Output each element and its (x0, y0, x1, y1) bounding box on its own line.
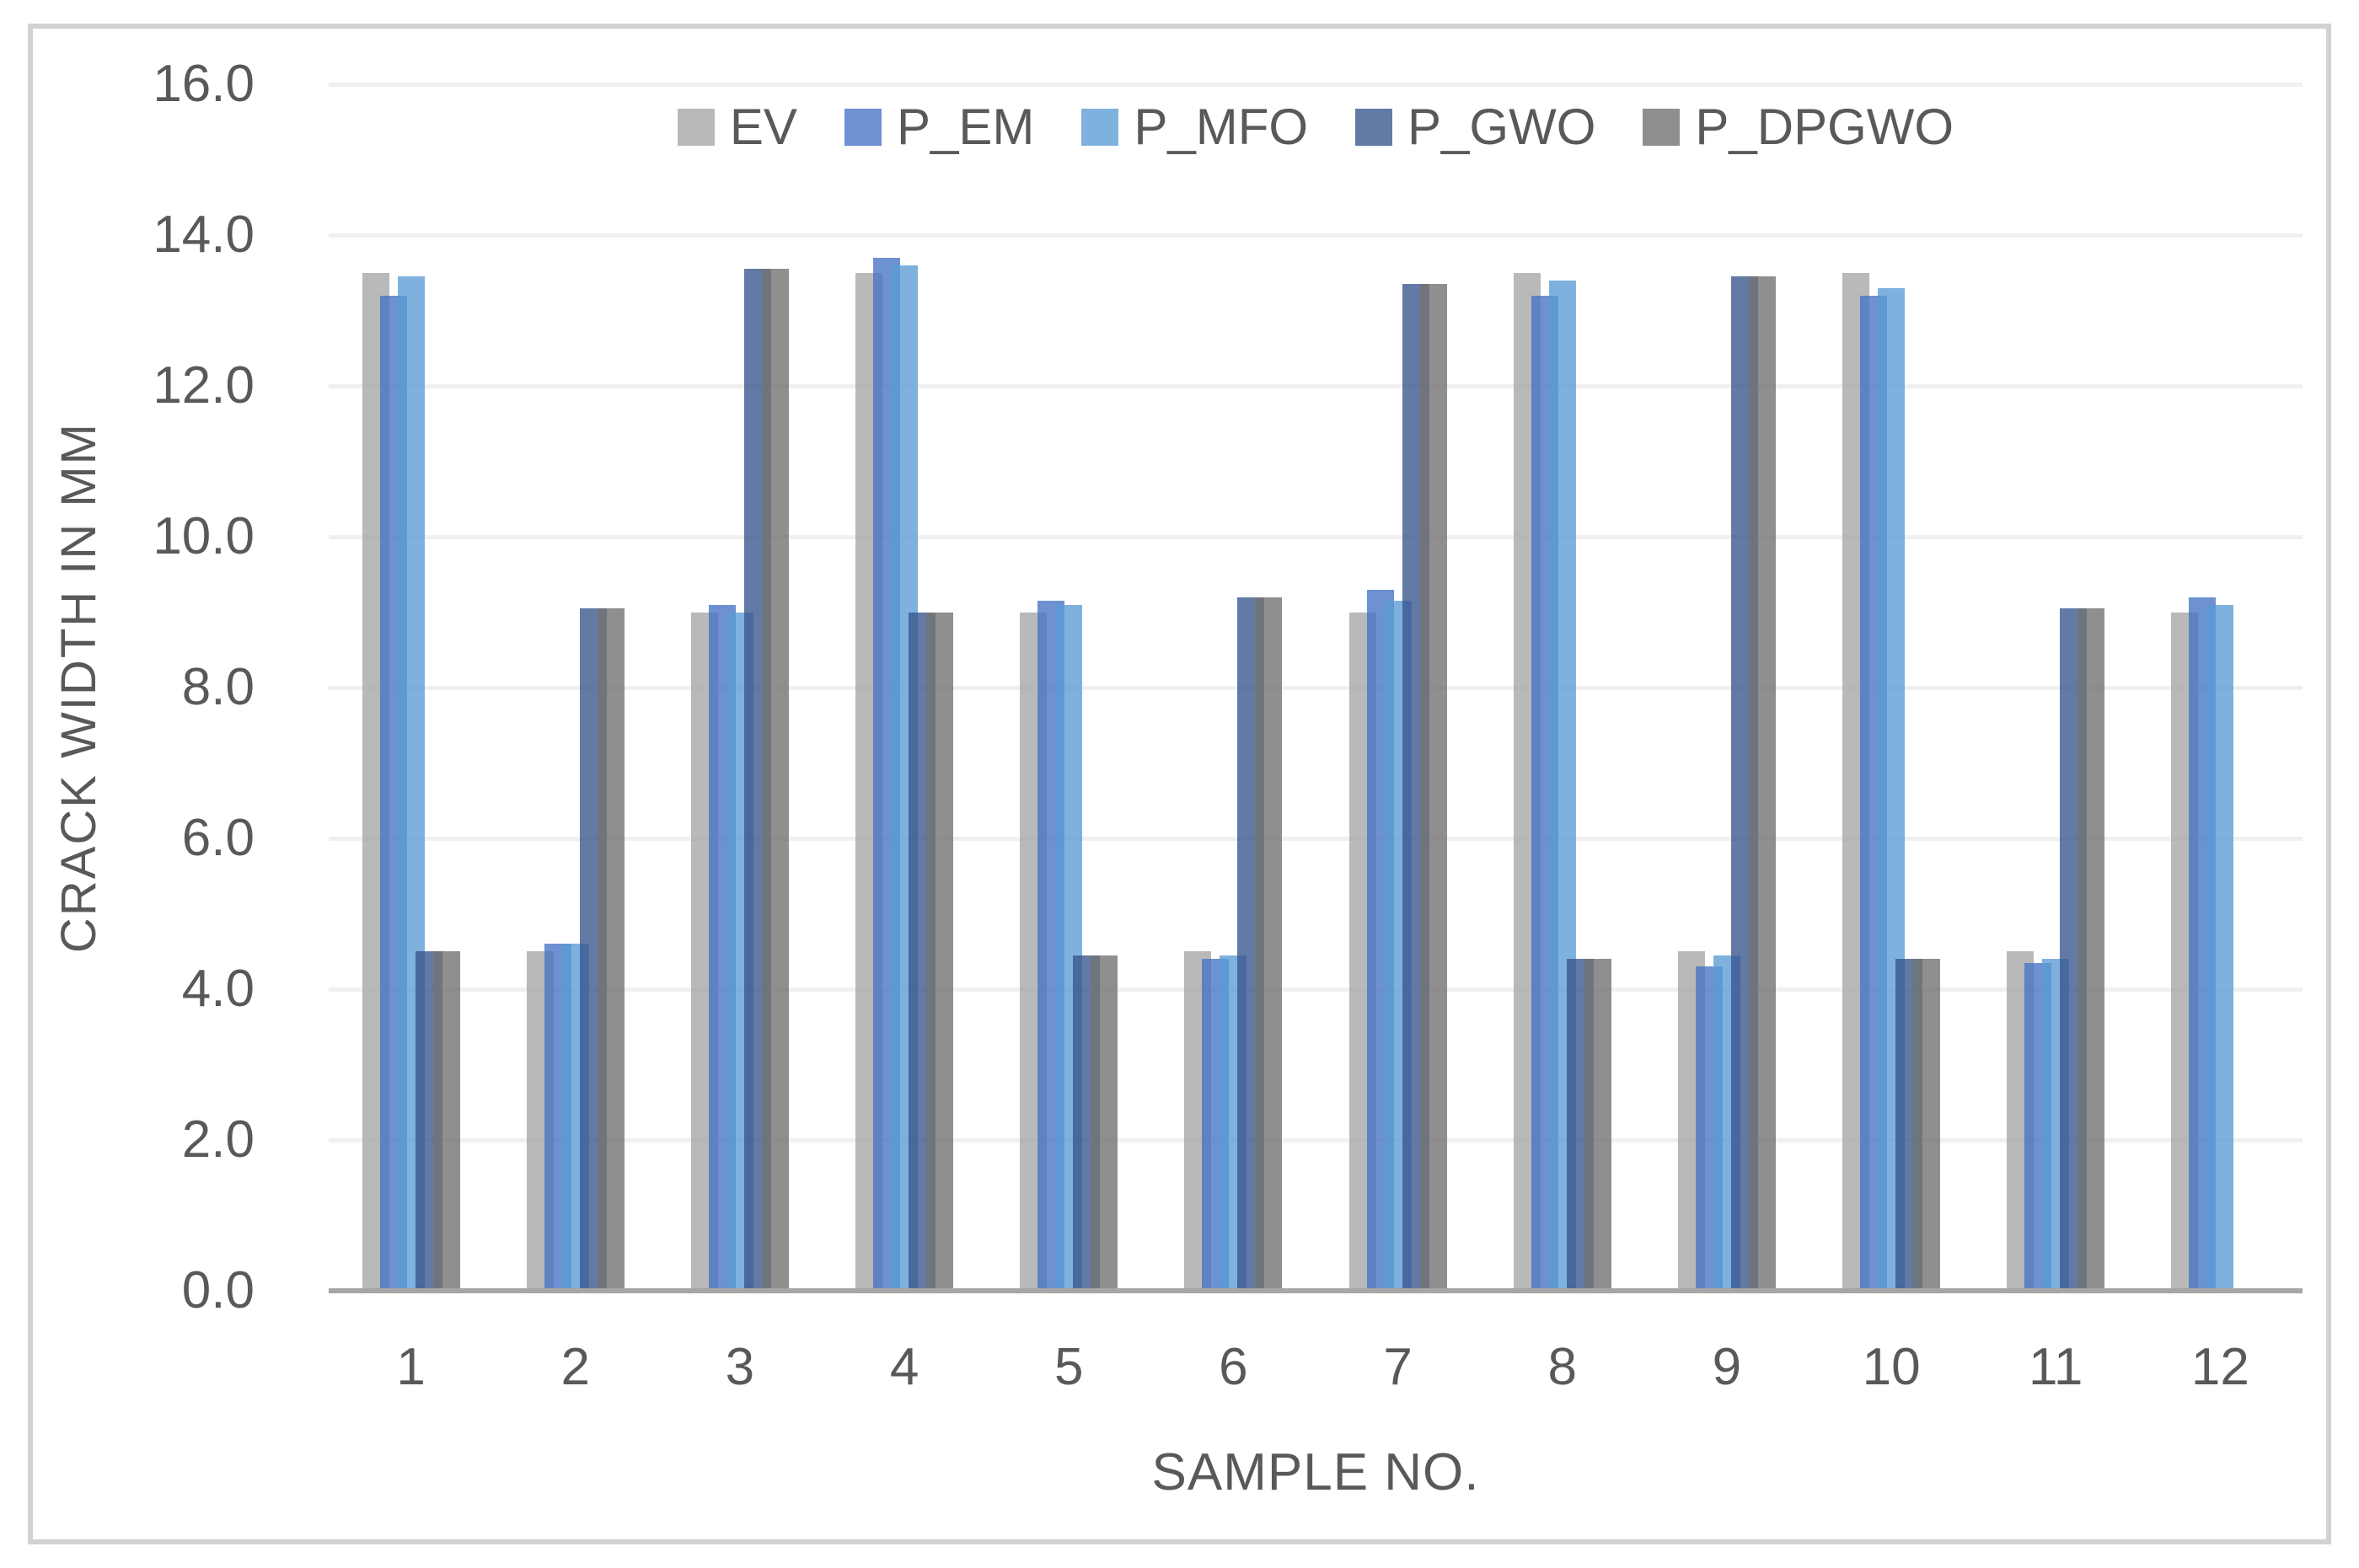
legend-label-P_DPGWO: P_DPGWO (1695, 99, 1954, 155)
gridline-2.0 (329, 1138, 2303, 1143)
y-tick-label-16.0: 16.0 (153, 55, 255, 113)
legend-label-P_GWO: P_GWO (1407, 99, 1596, 155)
x-tick-label-8: 8 (1547, 1338, 1577, 1396)
bar-group-sample-3 (657, 84, 822, 1291)
x-axis-line (329, 1288, 2303, 1293)
x-tick-label-4: 4 (889, 1338, 919, 1396)
bar-group-sample-5 (987, 84, 1151, 1291)
x-tick-label-2: 2 (560, 1338, 590, 1396)
bar-P_DPGWO-sample-3 (761, 269, 789, 1291)
bar-P_DPGWO-sample-1 (432, 951, 460, 1291)
bar-group-sample-12 (2138, 84, 2303, 1291)
y-tick-label-10.0: 10.0 (153, 507, 255, 565)
x-tick-label-6: 6 (1219, 1338, 1248, 1396)
bar-group-sample-11 (1974, 84, 2138, 1291)
bar-group-sample-10 (1809, 84, 1974, 1291)
legend-label-P_EM: P_EM (896, 99, 1035, 155)
bar-P_DPGWO-sample-2 (597, 608, 625, 1291)
bar-group-sample-9 (1644, 84, 1809, 1291)
bar-P_DPGWO-sample-7 (1419, 284, 1447, 1291)
gridline-8.0 (329, 686, 2303, 690)
bar-group-sample-8 (1480, 84, 1644, 1291)
plot-area (329, 83, 2303, 1293)
x-tick-label-10: 10 (1862, 1338, 1921, 1396)
y-tick-label-8.0: 8.0 (181, 658, 255, 716)
x-tick-label-12: 12 (2190, 1338, 2249, 1396)
legend-item-EV: EV (677, 98, 797, 156)
bar-P_DPGWO-sample-11 (2078, 608, 2105, 1291)
legend-item-P_EM: P_EM (844, 98, 1034, 156)
x-tick-label-5: 5 (1054, 1338, 1084, 1396)
legend-swatch-P_GWO (1355, 108, 1393, 146)
legend-swatch-P_DPGWO (1643, 108, 1681, 146)
bar-P_MFO-sample-12 (2206, 604, 2234, 1291)
y-tick-label-14.0: 14.0 (153, 206, 255, 264)
bar-P_DPGWO-sample-8 (1584, 959, 1611, 1291)
legend-label-P_MFO: P_MFO (1134, 99, 1309, 155)
x-tick-label-11: 11 (2029, 1338, 2083, 1396)
bar-group-sample-7 (1316, 84, 1480, 1291)
gridline-12.0 (329, 384, 2303, 388)
bar-group-sample-1 (329, 84, 493, 1291)
gridline-14.0 (329, 233, 2303, 238)
legend: EV P_EM P_MFO P_GWO P_DPGWO (329, 98, 2303, 156)
legend-item-P_DPGWO: P_DPGWO (1643, 98, 1954, 156)
legend-swatch-EV (677, 108, 715, 146)
x-axis-title: SAMPLE NO. (1151, 1443, 1480, 1501)
legend-swatch-P_MFO (1081, 108, 1119, 146)
legend-item-P_GWO: P_GWO (1355, 98, 1595, 156)
bar-P_DPGWO-sample-10 (1913, 959, 1941, 1291)
y-tick-label-0.0: 0.0 (181, 1261, 255, 1319)
bar-P_DPGWO-sample-9 (1748, 276, 1776, 1291)
bar-P_DPGWO-sample-4 (926, 612, 954, 1291)
gridline-6.0 (329, 837, 2303, 841)
y-tick-label-2.0: 2.0 (181, 1110, 255, 1169)
gridline-4.0 (329, 987, 2303, 992)
bar-P_DPGWO-sample-6 (1255, 597, 1283, 1291)
x-tick-label-1: 1 (396, 1338, 426, 1396)
legend-swatch-P_EM (844, 108, 882, 146)
x-tick-label-7: 7 (1383, 1338, 1413, 1396)
bar-group-sample-2 (493, 84, 657, 1291)
y-tick-label-6.0: 6.0 (181, 809, 255, 867)
x-tick-label-3: 3 (725, 1338, 755, 1396)
bar-group-sample-4 (823, 84, 987, 1291)
y-tick-label-12.0: 12.0 (153, 356, 255, 415)
bar-P_DPGWO-sample-5 (1091, 955, 1118, 1291)
x-tick-label-9: 9 (1712, 1338, 1742, 1396)
gridline-16.0 (329, 83, 2303, 87)
gridline-10.0 (329, 535, 2303, 539)
legend-label-EV: EV (729, 99, 797, 155)
legend-item-P_MFO: P_MFO (1081, 98, 1308, 156)
bar-group-sample-6 (1151, 84, 1316, 1291)
y-tick-label-4.0: 4.0 (181, 960, 255, 1018)
